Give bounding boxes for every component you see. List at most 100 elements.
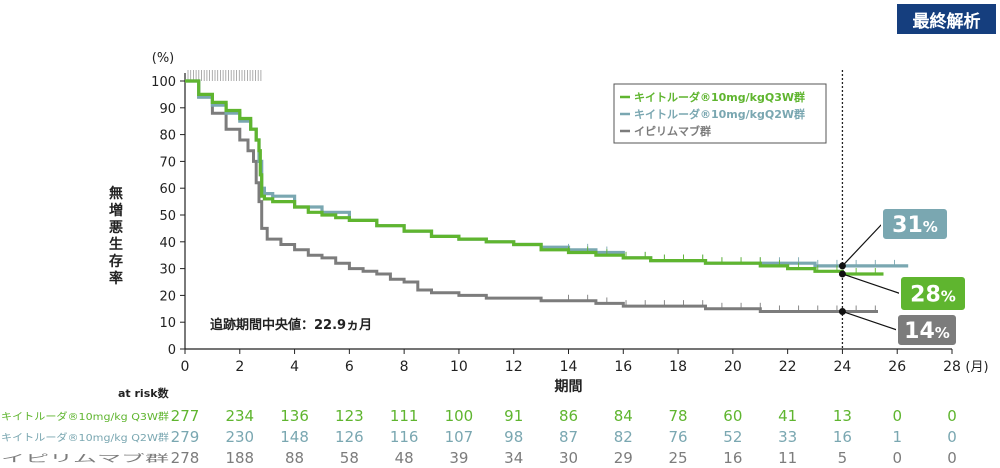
at-risk-value: 0 xyxy=(947,449,957,467)
at-risk-value: 111 xyxy=(390,407,419,425)
x-tick-label: 0 xyxy=(181,359,190,375)
at-risk-value: 87 xyxy=(559,428,578,446)
at-risk-value: 41 xyxy=(778,407,797,425)
at-risk-value: 100 xyxy=(445,407,474,425)
x-tick-label: 6 xyxy=(345,359,354,375)
y-axis-title-char: 増 xyxy=(109,202,123,219)
callout-leader-q2w xyxy=(841,223,883,267)
at-risk-value: 188 xyxy=(225,449,254,467)
x-axis-title: 期間 xyxy=(555,379,583,395)
x-tick-label: 8 xyxy=(400,359,409,375)
x-tick-label: 4 xyxy=(290,359,299,375)
at-risk-row-label-ipi: イピリムマブ群 xyxy=(1,452,169,465)
at-risk-row-label-q2w: キイトルーダ®10mg/kg Q2W群 xyxy=(1,431,169,444)
at-risk-value: 29 xyxy=(614,449,633,467)
y-tick-label: 100 xyxy=(151,75,176,90)
y-axis-title-char: 悪 xyxy=(109,220,123,236)
legend-label-q3w: キイトルーダ®10mg/kgQ3W群 xyxy=(634,90,805,104)
at-risk-value: 91 xyxy=(504,407,523,425)
x-tick-label: 12 xyxy=(505,359,523,375)
median-followup-note: 追跡期間中央値：22.9ヵ月 xyxy=(210,317,372,333)
at-risk-value: 86 xyxy=(559,407,578,425)
y-tick-label: 30 xyxy=(159,263,176,278)
at-risk-value: 234 xyxy=(225,407,254,425)
at-risk-value: 39 xyxy=(449,449,468,467)
at-risk-value: 1 xyxy=(892,428,902,446)
at-risk-value: 98 xyxy=(504,428,523,446)
at-risk-value: 33 xyxy=(778,428,797,446)
y-tick-label: 80 xyxy=(159,129,176,144)
y-axis-title-char: 率 xyxy=(109,270,123,287)
at-risk-value: 60 xyxy=(723,407,742,425)
at-risk-row-label-q3w: キイトルーダ®10mg/kg Q3W群 xyxy=(1,410,169,423)
at-risk-value: 278 xyxy=(171,449,200,467)
x-tick-label: 26 xyxy=(888,359,906,375)
at-risk-value: 123 xyxy=(335,407,364,425)
at-risk-value: 116 xyxy=(390,428,419,446)
callout-label-ipi: 14% xyxy=(904,319,950,344)
at-risk-value: 34 xyxy=(504,449,523,467)
x-tick-label: 10 xyxy=(450,359,468,375)
at-risk-value: 84 xyxy=(614,407,633,425)
y-tick-label: 60 xyxy=(159,182,176,197)
series-line-q3w xyxy=(185,79,884,276)
at-risk-value: 76 xyxy=(669,428,688,446)
y-axis-title-char: 生 xyxy=(109,236,123,253)
at-risk-value: 52 xyxy=(723,428,742,446)
x-tick-label: 24 xyxy=(834,359,852,375)
series-line-ipi xyxy=(185,79,878,313)
at-risk-value: 148 xyxy=(280,428,309,446)
callout-label-q3w: 28% xyxy=(910,283,956,308)
y-tick-label: 0 xyxy=(168,343,176,358)
at-risk-value: 30 xyxy=(559,449,578,467)
at-risk-value: 13 xyxy=(833,407,852,425)
at-risk-value: 277 xyxy=(171,407,200,425)
at-risk-value: 11 xyxy=(778,449,797,467)
x-tick-label: 2 xyxy=(235,359,244,375)
legend-label-q2w: キイトルーダ®10mg/kgQ2W群 xyxy=(634,107,805,121)
callout-label-q2w: 31% xyxy=(892,213,938,238)
at-risk-value: 0 xyxy=(947,428,957,446)
final-analysis-badge: 最終解析 xyxy=(897,4,996,34)
x-tick-label: 18 xyxy=(669,359,687,375)
at-risk-value: 230 xyxy=(225,428,254,446)
x-unit-label: (月) xyxy=(965,360,988,375)
x-tick-label: 16 xyxy=(614,359,632,375)
x-tick-label: 22 xyxy=(779,359,797,375)
y-tick-label: 40 xyxy=(159,236,176,251)
at-risk-value: 126 xyxy=(335,428,364,446)
at-risk-value: 78 xyxy=(669,407,688,425)
y-unit-label: (%) xyxy=(152,51,175,66)
at-risk-value: 279 xyxy=(171,428,200,446)
at-risk-value: 16 xyxy=(723,449,742,467)
callout-leader-q3w xyxy=(842,273,901,295)
at-risk-value: 0 xyxy=(947,407,957,425)
at-risk-value: 82 xyxy=(614,428,633,446)
y-tick-label: 70 xyxy=(159,155,176,170)
at-risk-value: 0 xyxy=(892,407,902,425)
at-risk-value: 107 xyxy=(445,428,474,446)
y-tick-label: 90 xyxy=(159,102,176,117)
at-risk-value: 88 xyxy=(285,449,304,467)
legend-label-ipi: イピリムマブ群 xyxy=(634,124,711,138)
at-risk-value: 48 xyxy=(395,449,414,467)
y-tick-label: 10 xyxy=(159,316,176,331)
at-risk-value: 0 xyxy=(892,449,902,467)
at-risk-value: 58 xyxy=(340,449,359,467)
callout-box-ipi xyxy=(896,313,958,347)
x-tick-label: 28 xyxy=(943,359,961,375)
at-risk-value: 5 xyxy=(838,449,848,467)
callout-box-q3w xyxy=(899,275,967,312)
callout-box-q2w xyxy=(881,207,949,241)
y-tick-label: 20 xyxy=(159,289,176,304)
at-risk-value: 16 xyxy=(833,428,852,446)
at-risk-value: 25 xyxy=(669,449,688,467)
legend-box xyxy=(613,83,827,144)
y-tick-label: 50 xyxy=(159,209,176,224)
at-risk-value: 136 xyxy=(280,407,309,425)
x-tick-label: 20 xyxy=(724,359,742,375)
at-risk-header: at risk数 xyxy=(118,386,170,400)
y-axis-title-char: 無 xyxy=(109,185,123,202)
callout-leader-ipi xyxy=(842,310,898,331)
